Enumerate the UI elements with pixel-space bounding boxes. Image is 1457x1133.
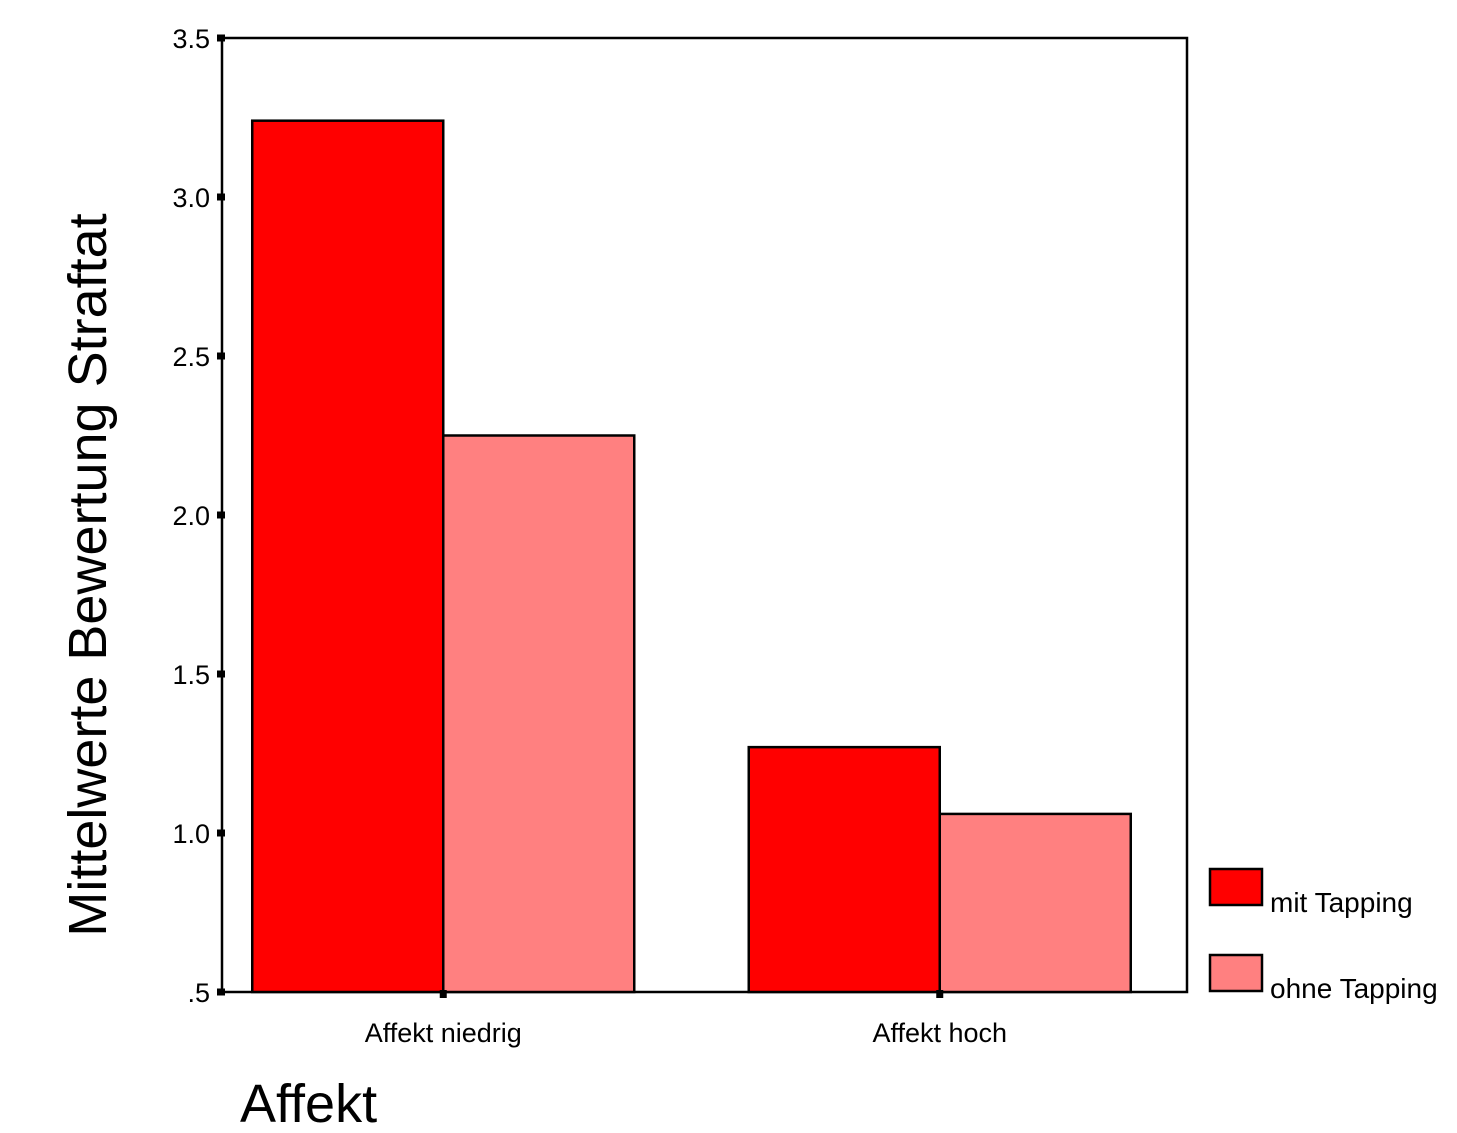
y-tick-mark <box>217 511 225 519</box>
y-tick-label: 2.5 <box>172 342 210 372</box>
x-tick-label: Affekt niedrig <box>365 1018 522 1048</box>
y-tick-mark <box>217 829 225 837</box>
legend-swatch-mit-tapping <box>1208 867 1264 907</box>
x-tick-mark <box>936 990 944 998</box>
y-tick-mark <box>217 34 225 42</box>
legend: mit Tapping ohne Tapping <box>1208 867 1438 1004</box>
bar-mit-tapping-affekt-hoch <box>747 745 941 994</box>
legend-label-mit-tapping: mit Tapping <box>1270 887 1413 918</box>
x-tick-mark <box>439 990 447 998</box>
legend-label-ohne-tapping: ohne Tapping <box>1270 973 1438 1004</box>
x-tick-label: Affekt hoch <box>872 1018 1007 1048</box>
y-tick-mark <box>217 193 225 201</box>
y-tick-label: .5 <box>187 978 210 1008</box>
y-axis: .5 1.0 1.5 2.0 2.5 3.0 3.5 <box>172 24 225 1008</box>
y-tick-mark <box>217 352 225 360</box>
bar-mit-tapping-affekt-niedrig <box>251 119 445 994</box>
y-tick-label: 3.0 <box>172 183 210 213</box>
y-tick-mark <box>217 670 225 678</box>
y-axis-title: Mittelwerte Bewertung Straftat <box>58 213 118 936</box>
legend-swatch-ohne-tapping <box>1208 953 1264 993</box>
x-axis-title: Affekt <box>240 1074 377 1133</box>
y-tick-mark <box>217 988 225 996</box>
y-tick-label: 1.0 <box>172 819 210 849</box>
y-tick-label: 3.5 <box>172 24 210 54</box>
bars-group <box>251 119 1132 994</box>
bar-ohne-tapping-affekt-niedrig <box>442 434 636 994</box>
y-tick-label: 2.0 <box>172 501 210 531</box>
x-axis: Affekt niedrig Affekt hoch <box>365 990 1007 1048</box>
bar-ohne-tapping-affekt-hoch <box>938 812 1132 994</box>
y-tick-label: 1.5 <box>172 660 210 690</box>
